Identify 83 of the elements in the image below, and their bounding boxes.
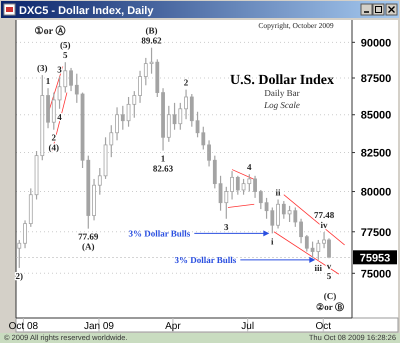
y-tick-label: 80000 [360,186,392,199]
candlestick [316,239,320,260]
annotation: 1 [46,76,51,86]
annotation: 3 [224,222,230,232]
candlestick [253,175,257,198]
candlestick [184,89,188,120]
candlestick [98,167,102,196]
annotation: 77.69 [78,232,99,242]
candlestick [172,102,176,130]
candlestick [270,206,274,234]
chart-title: DXC5 - Dollar Index, Daily [19,5,154,17]
annotation: 3% Dollar Bulls [174,254,237,265]
candlestick [236,175,240,196]
y-tick-label: 82500 [360,148,392,160]
y-tick-label: 77500 [360,226,392,239]
candlestick [196,111,200,138]
annotation: 5 [63,50,68,60]
candlestick [126,96,130,128]
annotation: ①or Ⓐ [34,25,66,37]
candlestick [132,90,136,118]
annotation: iii [314,262,323,273]
candlestick [218,175,222,212]
annotation: 5 [326,271,332,282]
text: U.S. Dollar Index [230,73,334,88]
candlestick [63,62,68,94]
x-tick-label: Jan 09 [84,321,114,332]
candlestick [293,206,298,228]
annotation: (5) [60,40,71,50]
x-tick-label: Jul [241,321,254,332]
candlestick [109,124,114,158]
annotation: Log Scale [263,100,300,110]
annotation: ②or Ⓑ [316,302,344,312]
annotation: (B) [146,26,158,36]
x-tick-label: Oct 08 [8,321,39,332]
annotation: iv [320,220,328,230]
candlestick [258,189,263,210]
annotation: 3% Dollar Bulls [128,228,191,238]
candlestick [201,126,206,150]
candlestick [69,67,73,92]
annotation: i [271,236,274,246]
candlestick [304,234,309,252]
annotation: 82.63 [152,164,174,174]
candlestick [74,73,79,104]
candlestick [178,102,182,130]
y-tick-label: 75000 [360,268,392,280]
x-tick-label: Apr [165,321,182,332]
candlestick [138,70,142,104]
candlestick [23,220,27,249]
y-tick-label: 87500 [360,73,392,86]
annotation: 3 [57,64,62,75]
annotation: 4 [247,162,252,172]
annotation: 89.62 [141,36,162,46]
candlestick [115,106,119,141]
candlestick [276,198,280,230]
y-tick-label: 85000 [360,110,392,122]
candlestick [264,197,268,220]
candlestick [120,105,125,130]
candlestick [224,186,228,220]
candlestick [282,200,286,220]
candlestick [166,105,171,142]
y-tick-label: 90000 [360,37,392,50]
ref-line-label: 75953 [360,252,390,264]
annotation: 2 [184,78,189,88]
annotation: 1 [160,154,166,164]
candlestick [230,170,234,200]
x-tick-label: Oct [315,321,332,332]
annotation: (3) [37,63,48,74]
candlestick [207,140,211,168]
candlestick [247,174,252,192]
candlestick [144,57,148,86]
candlestick [150,47,154,74]
annotation: ii [276,187,282,198]
candlestick [52,92,56,130]
annotation: (C) [324,291,336,301]
annotation: Daily Bar [264,88,300,98]
annotation: 77.48 [314,210,335,220]
candlestick [212,155,217,189]
candlestick [299,218,303,244]
candlestick [242,178,246,196]
candlestick [190,93,194,128]
annotation: (A) [82,242,95,252]
candlestick [288,205,292,223]
candlestick [58,76,62,110]
